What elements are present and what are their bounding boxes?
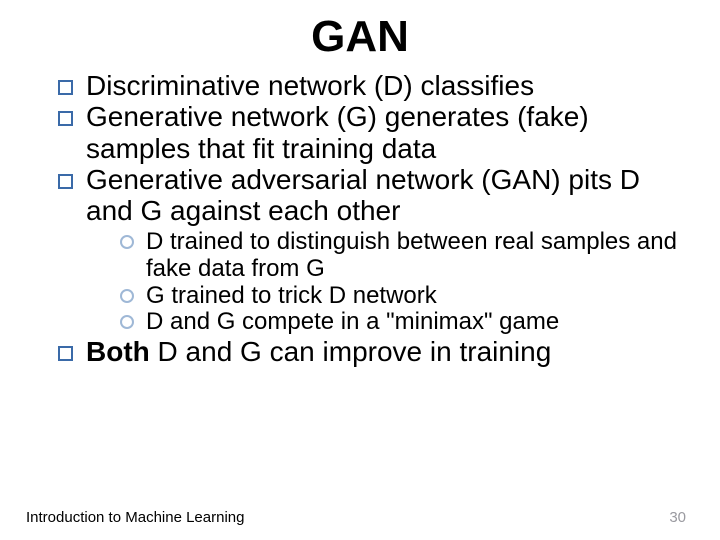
main-bullet-list: Discriminative network (D) classifies Ge… <box>40 70 680 368</box>
bullet-text: Generative network (G) generates (fake) … <box>86 101 589 163</box>
footer-text: Introduction to Machine Learning <box>26 509 244 526</box>
bullet-text: G trained to trick D network <box>146 282 437 309</box>
circle-bullet-icon <box>120 315 134 329</box>
slide-title: GAN <box>40 12 680 62</box>
bullet-text: Discriminative network (D) classifies <box>86 70 534 101</box>
square-bullet-icon <box>58 111 73 126</box>
bullet-text-bold: Both <box>86 336 150 367</box>
bullet-text: Generative adversarial network (GAN) pit… <box>86 164 640 226</box>
circle-bullet-icon <box>120 235 134 249</box>
slide-container: GAN Discriminative network (D) classifie… <box>0 0 720 540</box>
bullet-text: D and G compete in a "minimax" game <box>146 308 559 335</box>
main-bullet-item: Discriminative network (D) classifies <box>58 70 680 101</box>
main-bullet-item: Generative network (G) generates (fake) … <box>58 101 680 164</box>
bullet-text: D and G can improve in training <box>150 336 552 367</box>
square-bullet-icon <box>58 346 73 361</box>
sub-bullet-item: D and G compete in a "minimax" game <box>120 309 680 336</box>
square-bullet-icon <box>58 174 73 189</box>
main-bullet-item: Generative adversarial network (GAN) pit… <box>58 164 680 336</box>
page-number: 30 <box>669 509 686 526</box>
square-bullet-icon <box>58 80 73 95</box>
sub-bullet-list: D trained to distinguish between real sa… <box>86 229 680 337</box>
sub-bullet-item: D trained to distinguish between real sa… <box>120 229 680 283</box>
circle-bullet-icon <box>120 289 134 303</box>
main-bullet-item: Both D and G can improve in training <box>58 336 680 367</box>
sub-bullet-item: G trained to trick D network <box>120 283 680 310</box>
bullet-text: D trained to distinguish between real sa… <box>146 228 677 282</box>
